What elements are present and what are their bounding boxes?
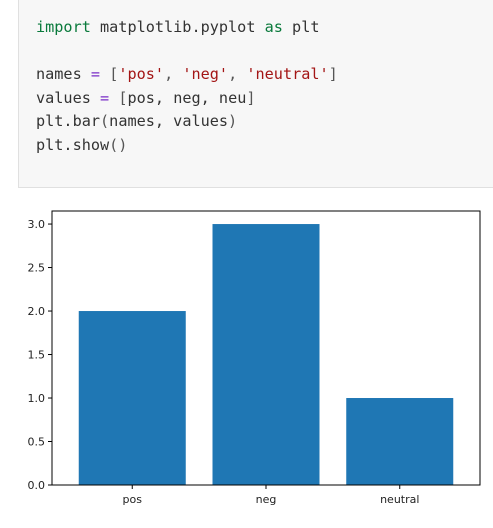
code-token: (	[100, 112, 110, 130]
y-tick-label: 0.0	[28, 479, 46, 492]
code-token: ,	[164, 65, 183, 83]
code-token: ,	[228, 65, 247, 83]
code-token: ()	[109, 135, 128, 154]
code-token: ]	[328, 65, 338, 83]
code-token: 'neg'	[182, 65, 229, 83]
code-token: names	[36, 65, 91, 83]
code-line: plt.bar(names, values)	[36, 110, 338, 134]
x-tick-label: neg	[256, 493, 277, 506]
code-token: names, values	[109, 112, 229, 130]
code-token	[100, 65, 109, 83]
x-tick-label: neutral	[380, 493, 419, 506]
bar-pos	[78, 311, 186, 485]
code-token: as	[264, 18, 283, 36]
code-token: ]	[246, 88, 256, 107]
code-token: values	[36, 88, 101, 107]
code-token	[109, 89, 118, 107]
code-token: =	[90, 65, 101, 83]
y-tick-label: 1.0	[28, 392, 46, 405]
y-tick-label: 3.0	[28, 218, 46, 231]
code-line: names = ['pos', 'neg', 'neutral']	[36, 63, 338, 87]
code-line: plt.show()	[36, 134, 338, 158]
x-tick-label: pos	[123, 493, 143, 506]
y-tick-label: 1.5	[28, 349, 46, 362]
code-editor[interactable]: import matplotlib.pyplot as plt names = […	[36, 16, 338, 157]
code-token: =	[100, 88, 110, 107]
code-token: plt.bar	[36, 112, 101, 130]
code-line: import matplotlib.pyplot as plt	[36, 16, 338, 40]
code-line	[36, 40, 338, 64]
y-tick-label: 0.5	[28, 436, 46, 449]
code-line: values = [pos, neg, neu]	[36, 87, 338, 111]
code-token: 'pos'	[118, 65, 165, 83]
y-tick-label: 2.5	[28, 262, 46, 275]
code-token: )	[228, 112, 238, 130]
bar-chart: pos neg neutral 0.0 0.5 1.0 1.5 2.0 2.5 3.0	[28, 210, 481, 506]
code-token: plt	[282, 18, 320, 36]
y-tick-label: 2.0	[28, 305, 46, 318]
code-token: [	[118, 88, 128, 107]
code-token: matplotlib.pyplot	[90, 18, 265, 36]
plot-frame	[51, 210, 481, 486]
bar-neutral	[346, 398, 454, 485]
bar-neg	[212, 224, 320, 486]
code-token: [	[109, 65, 119, 83]
code-cell[interactable]: import matplotlib.pyplot as plt names = […	[18, 0, 493, 188]
code-token: plt.show	[36, 135, 110, 154]
code-token: pos, neg, neu	[127, 88, 247, 107]
code-token: 'neutral'	[246, 65, 329, 83]
code-token: import	[36, 18, 91, 36]
